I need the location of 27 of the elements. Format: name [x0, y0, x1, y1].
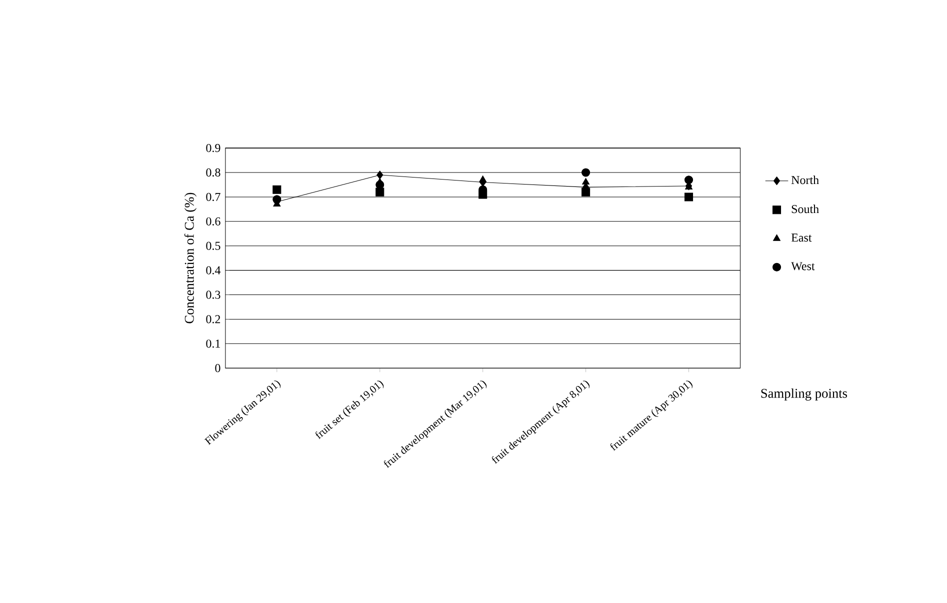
point: [684, 192, 694, 202]
point: [376, 188, 384, 196]
y-tick-label: 0.2: [206, 315, 220, 324]
legend-label: East: [791, 234, 812, 242]
y-tick-label: 0: [215, 364, 220, 372]
point: [376, 170, 384, 180]
y-tick-label: 0.9: [206, 144, 220, 152]
legend-label: West: [791, 262, 815, 270]
y-tick-label: 0.6: [206, 217, 220, 226]
point: [582, 168, 590, 177]
point: [272, 195, 282, 204]
point: [582, 178, 590, 185]
legend-label: North: [791, 176, 819, 184]
point: [582, 188, 590, 196]
y-tick-label: 0.4: [206, 266, 221, 274]
y-tick-label: 0.1: [206, 340, 220, 348]
y-axis-title: Concentration of Ca (%): [184, 192, 197, 324]
y-tick-label: 0.7: [206, 192, 220, 202]
point: [272, 185, 282, 194]
point: [479, 176, 487, 182]
y-tick-label: 0.8: [206, 168, 220, 177]
x-axis-title: Sampling points: [761, 388, 848, 401]
point: [376, 180, 384, 190]
y-tick-label: 0.3: [206, 290, 220, 299]
point: [684, 176, 694, 184]
y-tick-label: 0.5: [206, 242, 220, 250]
legend-label: South: [792, 204, 819, 214]
